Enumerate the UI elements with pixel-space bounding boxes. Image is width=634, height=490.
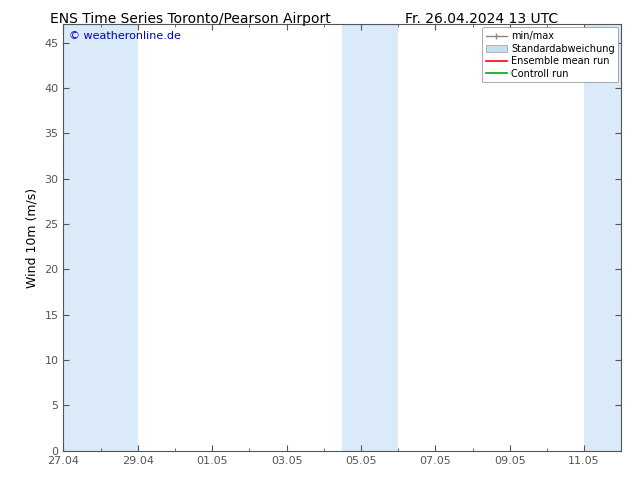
- Bar: [342, 24, 398, 451]
- Legend: min/max, Standardabweichung, Ensemble mean run, Controll run: min/max, Standardabweichung, Ensemble me…: [482, 27, 618, 82]
- Bar: [63, 24, 119, 451]
- Text: ENS Time Series Toronto/Pearson Airport: ENS Time Series Toronto/Pearson Airport: [50, 12, 330, 26]
- Text: © weatheronline.de: © weatheronline.de: [69, 31, 181, 41]
- Bar: [584, 24, 621, 451]
- Text: Fr. 26.04.2024 13 UTC: Fr. 26.04.2024 13 UTC: [405, 12, 559, 26]
- Bar: [119, 24, 138, 451]
- Y-axis label: Wind 10m (m/s): Wind 10m (m/s): [26, 188, 39, 288]
